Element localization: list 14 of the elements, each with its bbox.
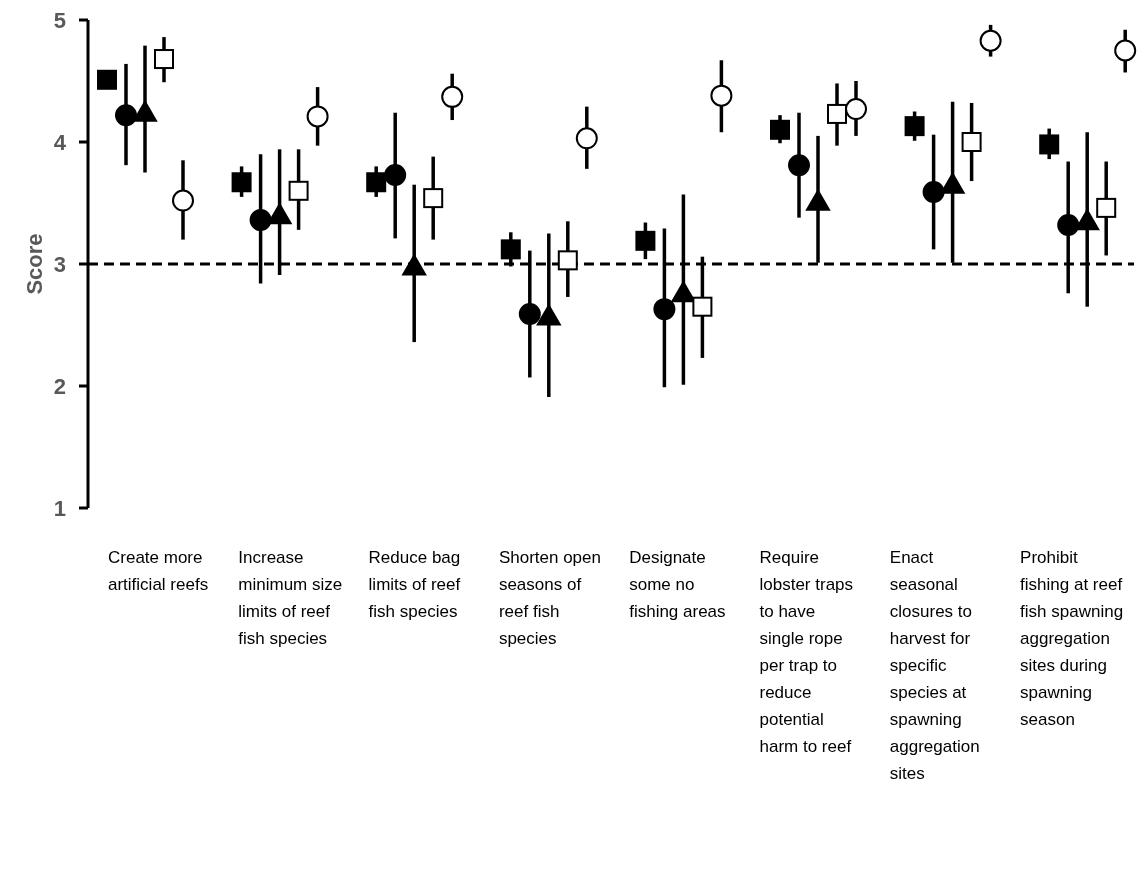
y-tick-label: 4 [53, 129, 67, 155]
x-tick-label: Require lobster traps to have single rope per trap to reduce potential harm to reef [759, 548, 854, 756]
x-tick-label: Designate some no fishing areas [629, 548, 726, 621]
x-tick-label: Increase minimum size limits of reef fish species [238, 548, 343, 648]
y-tick-label: 2 [53, 373, 66, 399]
x-tick-label: Prohibit fishing at reef fish spawning aggregation sites during spawning season [1020, 548, 1124, 729]
x-tick-label: Shorten open seasons of reef fish species [498, 548, 601, 648]
x-tick-label: Reduce bag limits of reef fish species [368, 548, 461, 621]
y-tick-label: 3 [53, 251, 66, 277]
category-label: Enact seasonal closures to harvest for specific species at spawning aggregation sites [889, 548, 980, 783]
x-tick-label: Create more artificial reefs [108, 548, 209, 594]
y-tick-label: 1 [53, 495, 66, 521]
y-tick-label: 5 [53, 7, 66, 33]
y-axis-title: Score [22, 233, 47, 295]
